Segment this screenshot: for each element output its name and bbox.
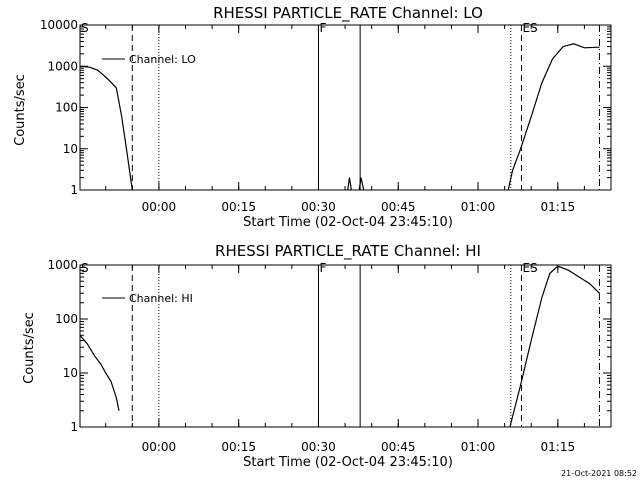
y-tick-label: 10 bbox=[63, 142, 78, 156]
series-line bbox=[358, 177, 365, 191]
axis-ticks: 1 10 100 1000 00:00 00:15 00:30 00:45 01:00 01:15 bbox=[47, 258, 612, 454]
y-tick-label: 1000 bbox=[47, 59, 78, 73]
x-tick-label: 00:15 bbox=[221, 200, 256, 214]
series-line bbox=[79, 334, 120, 411]
series-line bbox=[507, 43, 600, 191]
y-tick-label: 100 bbox=[55, 101, 78, 115]
y-tick-label: 10000 bbox=[40, 18, 78, 32]
event-marker-label: S bbox=[81, 261, 89, 275]
chart-hi-channel: RHESSI PARTICLE_RATE Channel: HI Start T… bbox=[22, 242, 612, 470]
series-line bbox=[79, 65, 133, 191]
y-tick-label: 10 bbox=[63, 366, 78, 380]
legend-label: Channel: HI bbox=[129, 292, 193, 305]
x-tick-label: 00:45 bbox=[381, 200, 416, 214]
data-series bbox=[79, 43, 600, 191]
event-marker-label: F bbox=[319, 261, 326, 275]
series-line bbox=[347, 177, 352, 191]
x-tick-label: 00:00 bbox=[142, 200, 177, 214]
chart-title: RHESSI PARTICLE_RATE Channel: HI bbox=[215, 242, 481, 261]
y-tick-label: 100 bbox=[55, 312, 78, 326]
legend-label: Channel: LO bbox=[129, 53, 196, 66]
time-markers: S F ES bbox=[79, 21, 600, 190]
x-tick-label: 00:45 bbox=[381, 440, 416, 454]
event-marker-label: ES bbox=[522, 21, 537, 35]
data-series bbox=[79, 265, 600, 428]
y-axis-label: Counts/sec bbox=[13, 74, 28, 146]
x-axis-label: Start Time (02-Oct-04 23:45:10) bbox=[243, 215, 453, 230]
x-tick-label: 01:00 bbox=[461, 440, 496, 454]
y-tick-label: 1 bbox=[70, 420, 78, 434]
x-tick-label: 01:00 bbox=[461, 200, 496, 214]
x-tick-label: 00:15 bbox=[221, 440, 256, 454]
x-tick-label: 00:00 bbox=[142, 440, 177, 454]
x-tick-label: 00:30 bbox=[301, 440, 336, 454]
event-marker-label: F bbox=[319, 21, 326, 35]
time-markers: S F ES bbox=[79, 261, 600, 427]
y-axis-label: Counts/sec bbox=[22, 312, 37, 384]
y-tick-label: 1000 bbox=[47, 258, 78, 272]
series-line bbox=[509, 265, 600, 428]
footer-timestamp: 21-Oct-2021 08:52 bbox=[561, 469, 637, 478]
y-tick-label: 1 bbox=[70, 183, 78, 197]
x-tick-label: 01:15 bbox=[541, 440, 576, 454]
chart-title: RHESSI PARTICLE_RATE Channel: LO bbox=[213, 4, 483, 23]
x-tick-label: 00:30 bbox=[301, 200, 336, 214]
event-marker-label: ES bbox=[522, 261, 537, 275]
event-marker-label: S bbox=[81, 21, 89, 35]
x-tick-label: 01:15 bbox=[541, 200, 576, 214]
axis-ticks: 1 10 100 1000 10000 00:00 00:15 00:30 00:45 01:00… bbox=[40, 18, 612, 214]
x-axis-label: Start Time (02-Oct-04 23:45:10) bbox=[243, 455, 453, 470]
chart-lo-channel: RHESSI PARTICLE_RATE Channel: LO Start T… bbox=[13, 4, 612, 230]
